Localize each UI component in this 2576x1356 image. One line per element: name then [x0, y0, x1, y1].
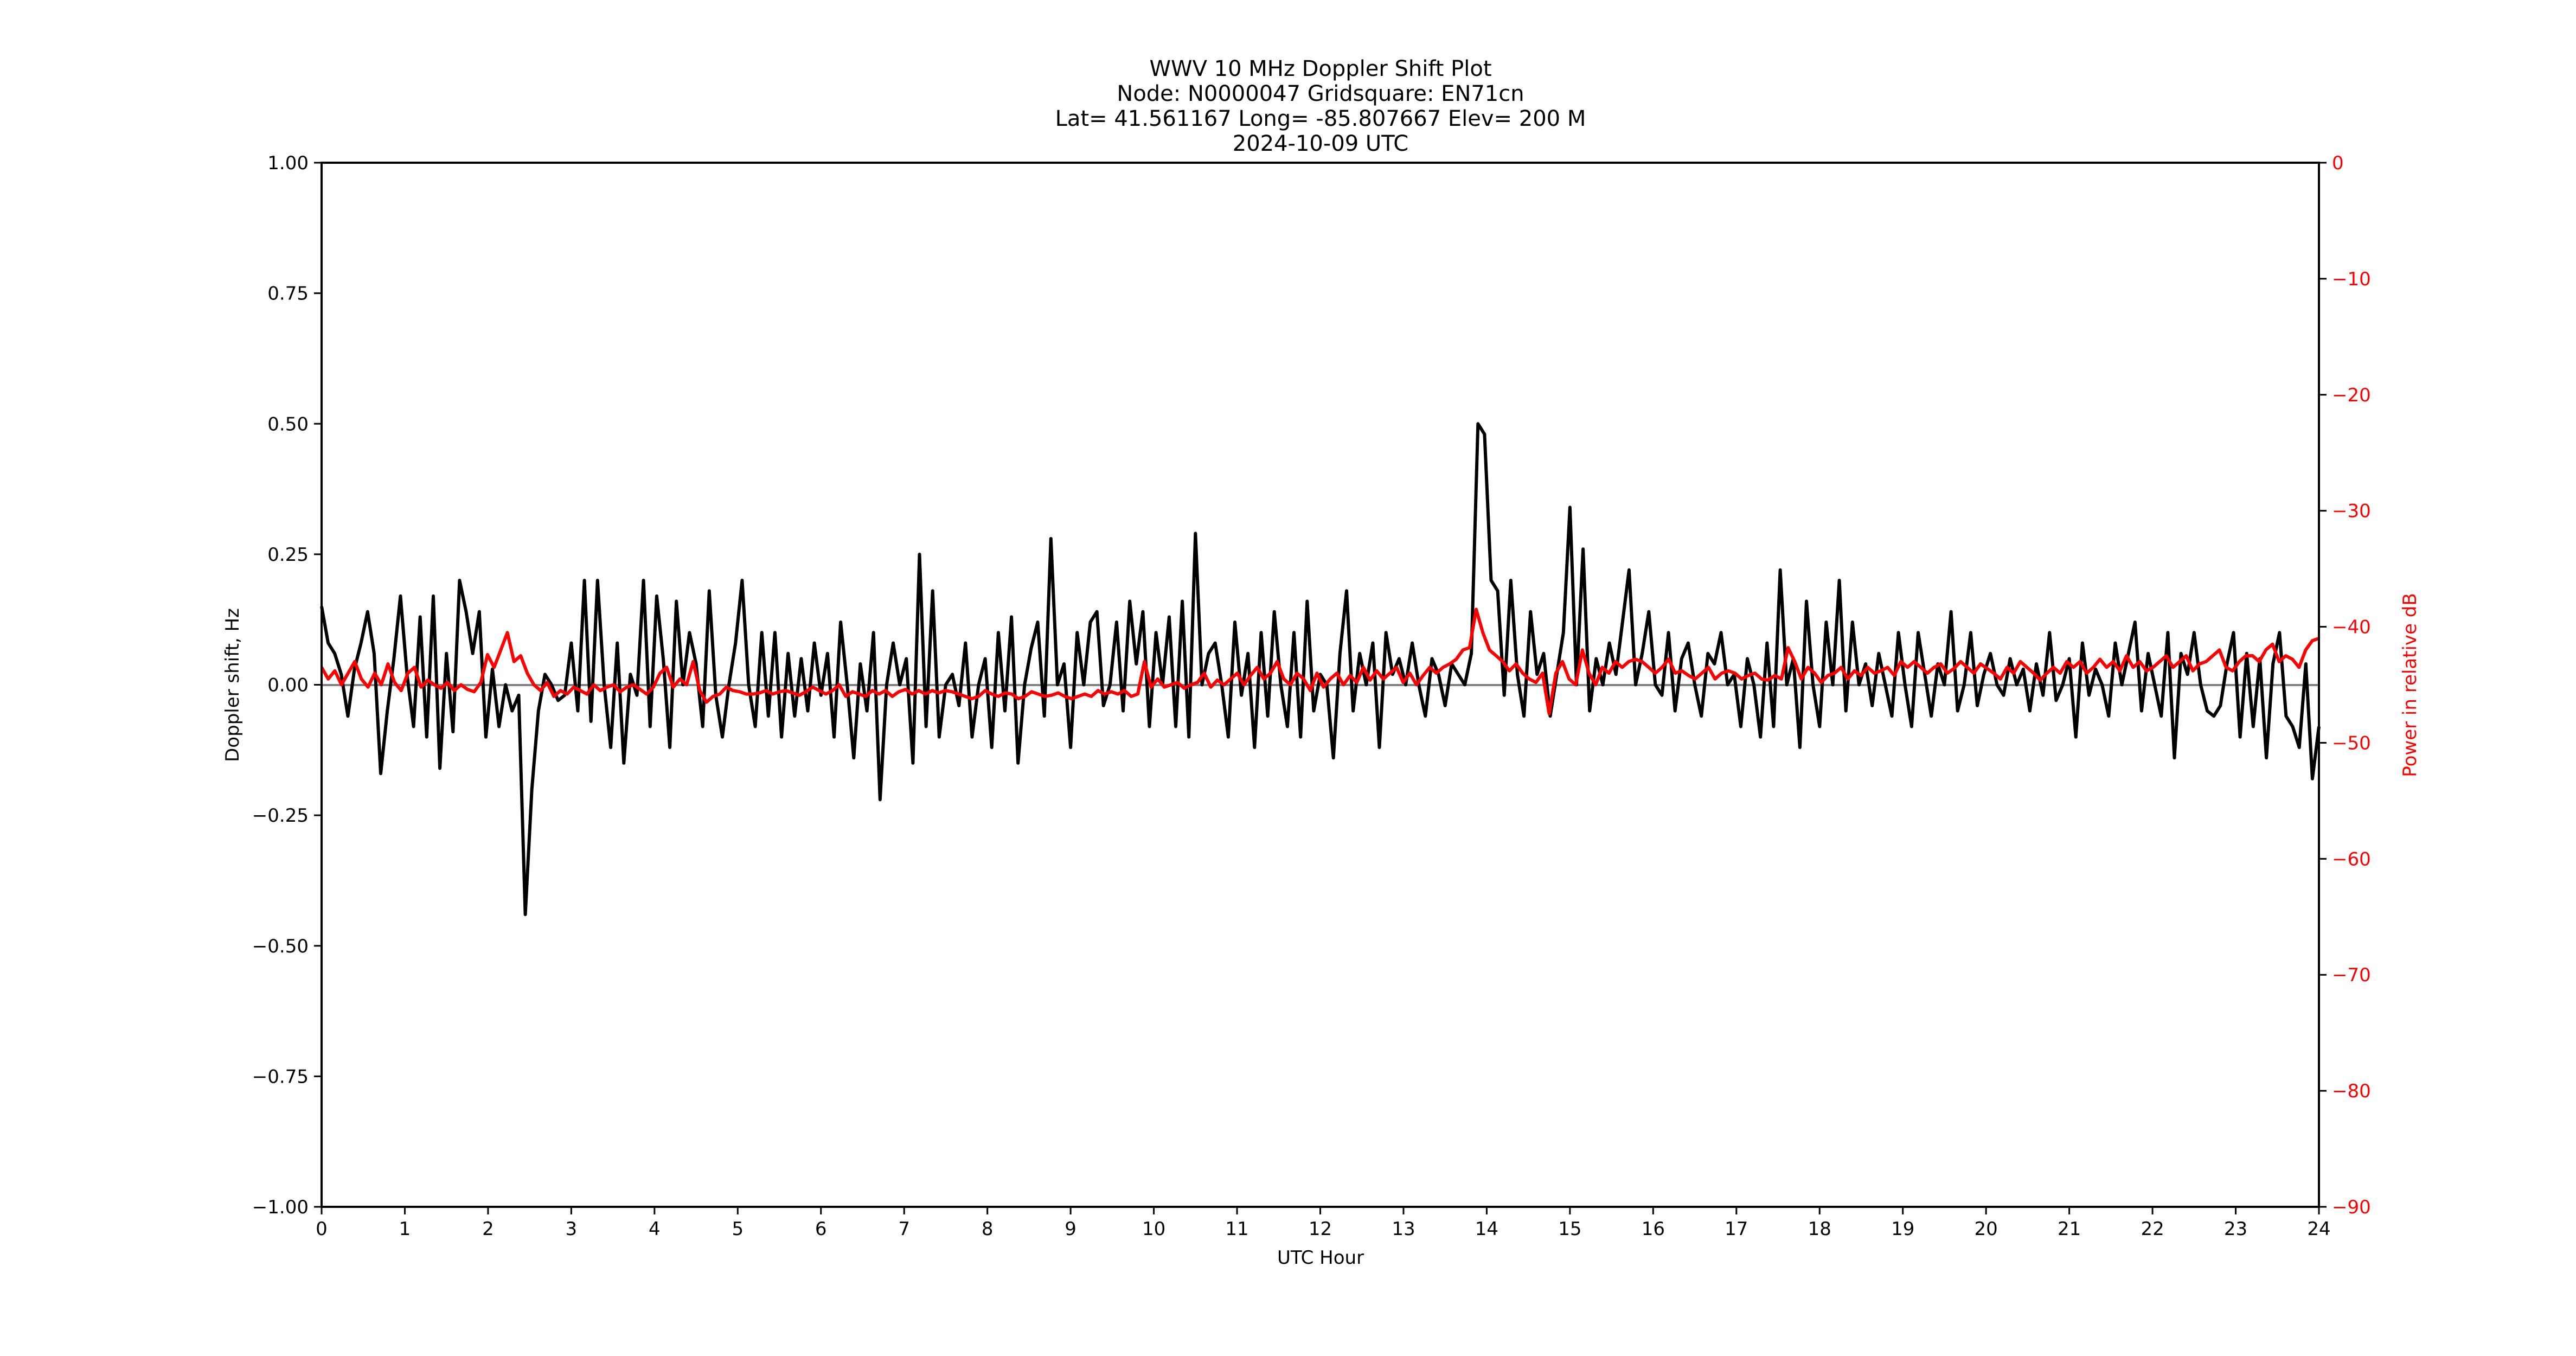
x-tick-label: 14 [1475, 1218, 1498, 1240]
y-axis-left-label: Doppler shift, Hz [222, 608, 243, 762]
y-left-tick-label: 0.00 [267, 675, 309, 696]
x-tick-label: 2 [482, 1218, 494, 1240]
x-tick-label: 9 [1065, 1218, 1076, 1240]
y-right-tick-label: −20 [2332, 385, 2371, 406]
y-right-tick-label: −10 [2332, 268, 2371, 290]
x-tick-label: 13 [1392, 1218, 1415, 1240]
x-tick-label: 23 [2224, 1218, 2247, 1240]
x-tick-label: 10 [1142, 1218, 1165, 1240]
x-axis: 0 1 2 3 4 5 6 7 8 9 10 11 12 13 14 15 16 17 18 19 20 21 22 23 24 [316, 1207, 2331, 1240]
y-axis-right-label: Power in relative dB [2399, 593, 2421, 777]
y-right-tick-label: −50 [2332, 732, 2371, 754]
x-axis-label: UTC Hour [1277, 1247, 1364, 1269]
x-tick-label: 4 [649, 1218, 661, 1240]
y-axis-right: 0 −10 −20 −30 −40 −50 −60 −70 −80 −90 [2319, 152, 2371, 1218]
y-right-tick-label: −70 [2332, 964, 2371, 986]
chart-subtitle-node: Node: N0000047 Gridsquare: EN71cn [1117, 81, 1524, 106]
x-tick-label: 20 [1975, 1218, 1998, 1240]
chart-title: WWV 10 MHz Doppler Shift Plot [1149, 56, 1491, 81]
x-tick-label: 7 [898, 1218, 910, 1240]
y-left-tick-label: 0.50 [267, 413, 309, 435]
y-right-tick-label: −60 [2332, 848, 2371, 870]
y-left-tick-label: 0.25 [267, 544, 309, 566]
y-left-tick-label: 0.75 [267, 283, 309, 305]
power-line [320, 607, 2319, 715]
y-right-tick-label: 0 [2332, 152, 2344, 174]
x-tick-label: 15 [1558, 1218, 1581, 1240]
y-right-tick-label: −90 [2332, 1197, 2371, 1218]
x-tick-label: 0 [316, 1218, 328, 1240]
y-right-tick-label: −80 [2332, 1080, 2371, 1102]
x-tick-label: 11 [1225, 1218, 1248, 1240]
x-tick-label: 5 [732, 1218, 744, 1240]
chart-subtitle-date: 2024-10-09 UTC [1233, 131, 1408, 156]
y-left-tick-label: −0.25 [252, 805, 309, 827]
y-right-tick-label: −30 [2332, 501, 2371, 522]
y-right-tick-label: −40 [2332, 617, 2371, 638]
x-tick-label: 22 [2141, 1218, 2164, 1240]
chart-subtitle-location: Lat= 41.561167 Long= -85.807667 Elev= 20… [1055, 106, 1586, 131]
y-left-tick-label: −0.75 [252, 1066, 309, 1088]
x-tick-label: 8 [982, 1218, 994, 1240]
plot-area [320, 422, 2321, 916]
x-tick-label: 18 [1808, 1218, 1831, 1240]
x-tick-label: 24 [2307, 1218, 2330, 1240]
x-tick-label: 1 [399, 1218, 411, 1240]
x-tick-label: 6 [815, 1218, 827, 1240]
x-tick-label: 21 [2058, 1218, 2081, 1240]
x-tick-label: 17 [1725, 1218, 1748, 1240]
x-tick-label: 16 [1642, 1218, 1665, 1240]
x-tick-label: 3 [566, 1218, 578, 1240]
y-axis-left: 1.00 0.75 0.50 0.25 0.00 −0.25 −0.50 −0.75 −1.00 [252, 152, 322, 1218]
y-left-tick-label: −0.50 [252, 936, 309, 957]
y-left-tick-label: −1.00 [252, 1197, 309, 1218]
x-tick-label: 12 [1309, 1218, 1332, 1240]
y-left-tick-label: 1.00 [267, 152, 309, 174]
x-tick-label: 19 [1891, 1218, 1914, 1240]
chart-title-block: WWV 10 MHz Doppler Shift Plot Node: N000… [1055, 56, 1586, 156]
